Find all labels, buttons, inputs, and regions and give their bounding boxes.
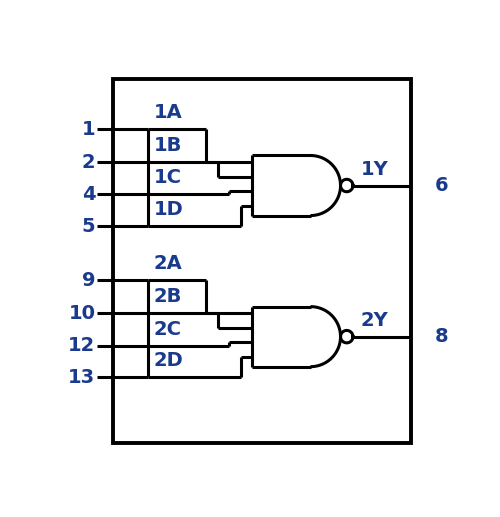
Text: 1B: 1B	[154, 136, 182, 155]
Text: 2D: 2D	[154, 352, 184, 370]
Text: 1C: 1C	[154, 169, 182, 188]
Text: 1D: 1D	[154, 200, 184, 219]
Text: 1: 1	[82, 120, 96, 139]
Bar	[113, 79, 411, 443]
Text: 2A: 2A	[154, 254, 182, 273]
Text: 8: 8	[434, 327, 448, 346]
Text: 9: 9	[82, 271, 96, 290]
Text: 5: 5	[82, 217, 96, 236]
Text: 12: 12	[68, 336, 96, 355]
Text: 2B: 2B	[154, 287, 182, 307]
Text: 2Y: 2Y	[360, 311, 388, 330]
Text: 4: 4	[82, 185, 96, 204]
Text: 6: 6	[434, 176, 448, 195]
Text: 2: 2	[82, 153, 96, 172]
Text: 1A: 1A	[154, 103, 182, 123]
Text: 10: 10	[68, 304, 96, 323]
Text: 2C: 2C	[154, 320, 182, 339]
Text: 1Y: 1Y	[360, 160, 388, 178]
Text: 13: 13	[68, 368, 96, 387]
